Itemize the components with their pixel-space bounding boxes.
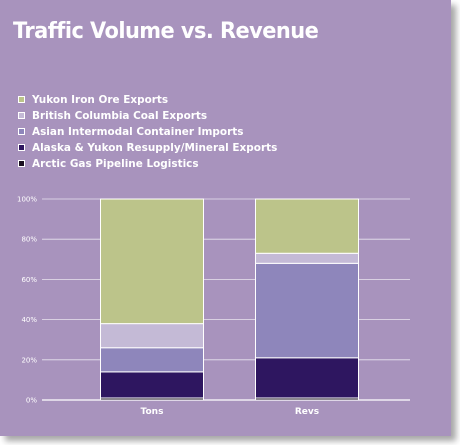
bar-segment xyxy=(255,198,359,254)
y-tick-label: 20% xyxy=(21,356,37,364)
legend-swatch xyxy=(18,144,25,151)
bar-segment xyxy=(255,252,359,264)
bar-segment xyxy=(100,323,204,349)
y-tick-label: 60% xyxy=(21,276,37,284)
x-category-label: Revs xyxy=(295,407,319,417)
bar-segment xyxy=(100,371,204,399)
legend-label: British Columbia Coal Exports xyxy=(32,109,208,122)
legend-label: Arctic Gas Pipeline Logistics xyxy=(32,157,199,170)
bar-segment xyxy=(255,262,359,359)
y-tick-label: 100% xyxy=(17,196,37,204)
bar-segment xyxy=(100,198,204,325)
y-tick-label: 40% xyxy=(21,316,37,324)
legend-label: Yukon Iron Ore Exports xyxy=(32,93,169,106)
legend-label: Alaska & Yukon Resupply/Mineral Exports xyxy=(32,141,278,154)
legend-swatch xyxy=(18,96,25,103)
legend-swatch xyxy=(18,128,25,135)
legend-label: Asian Intermodal Container Imports xyxy=(32,125,244,138)
bar-segment xyxy=(100,347,204,373)
legend-swatch xyxy=(18,112,25,119)
x-category-label: Tons xyxy=(141,407,164,417)
y-tick-label: 80% xyxy=(21,236,37,244)
legend-swatch xyxy=(18,160,25,167)
chart-card: Traffic Volume vs. Revenue Yukon Iron Or… xyxy=(0,0,451,436)
bar-segment xyxy=(255,357,359,399)
chart-title: Traffic Volume vs. Revenue xyxy=(13,18,319,44)
y-tick-label: 0% xyxy=(26,397,37,405)
chart-plot: 0% 20% 40% 60% 80% 100% Tons Revs xyxy=(17,196,410,417)
